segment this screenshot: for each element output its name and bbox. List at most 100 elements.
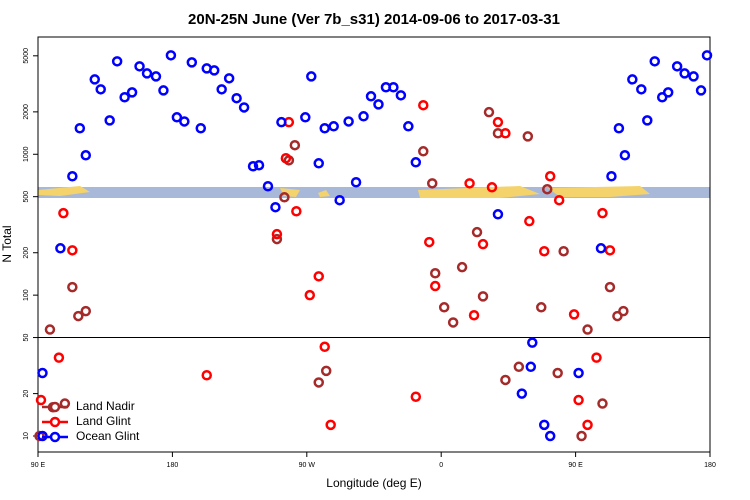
point bbox=[350, 176, 362, 188]
point bbox=[276, 116, 287, 128]
legend-marker bbox=[49, 401, 61, 413]
y-axis-label: N Total bbox=[0, 225, 14, 262]
point bbox=[395, 90, 407, 101]
point bbox=[671, 61, 683, 72]
point bbox=[171, 112, 183, 123]
point bbox=[679, 68, 690, 79]
plot-frame bbox=[37, 36, 711, 453]
point bbox=[158, 85, 169, 96]
land bbox=[548, 186, 650, 197]
point bbox=[636, 84, 647, 95]
point bbox=[73, 310, 84, 322]
point bbox=[544, 430, 556, 442]
point bbox=[642, 115, 653, 126]
land bbox=[318, 190, 330, 197]
point bbox=[573, 394, 584, 406]
point bbox=[279, 192, 290, 203]
point bbox=[53, 352, 65, 363]
point bbox=[527, 337, 538, 348]
point bbox=[429, 268, 441, 279]
point bbox=[313, 158, 324, 169]
point bbox=[597, 207, 608, 219]
y-tick-label: 200 bbox=[23, 247, 30, 259]
point bbox=[80, 150, 92, 161]
point bbox=[319, 341, 330, 353]
point bbox=[524, 215, 535, 227]
point bbox=[300, 112, 311, 123]
legend-marker bbox=[49, 431, 61, 443]
point bbox=[104, 115, 115, 126]
legend-marker bbox=[49, 416, 61, 428]
y-tick-label: 10 bbox=[23, 432, 30, 440]
point bbox=[271, 228, 283, 240]
y-tick-label: 1000 bbox=[23, 146, 30, 162]
point bbox=[544, 171, 556, 182]
point bbox=[418, 146, 429, 157]
y-tick-label: 2000 bbox=[23, 104, 30, 120]
point bbox=[536, 302, 547, 313]
point bbox=[613, 123, 625, 134]
point bbox=[513, 361, 525, 373]
point bbox=[313, 377, 324, 388]
point bbox=[477, 291, 489, 302]
point bbox=[262, 180, 274, 192]
land bbox=[280, 188, 300, 197]
point bbox=[74, 123, 86, 134]
point bbox=[231, 92, 242, 104]
point bbox=[558, 245, 569, 257]
legend-label: Land Nadir bbox=[76, 399, 135, 413]
point bbox=[67, 245, 78, 256]
point bbox=[468, 309, 480, 321]
y-tick-label: 20 bbox=[23, 390, 30, 398]
point bbox=[525, 361, 537, 373]
point bbox=[649, 56, 660, 67]
point bbox=[201, 369, 212, 381]
point bbox=[606, 171, 617, 182]
point bbox=[89, 74, 100, 85]
point bbox=[618, 305, 629, 317]
land bbox=[38, 186, 90, 196]
point bbox=[55, 243, 66, 254]
point bbox=[208, 65, 220, 76]
point bbox=[424, 236, 435, 248]
point bbox=[403, 121, 414, 132]
point bbox=[179, 116, 190, 127]
point bbox=[538, 245, 550, 257]
point bbox=[516, 388, 528, 399]
point bbox=[150, 71, 162, 82]
point bbox=[553, 194, 565, 206]
x-tick-label: 90 E bbox=[568, 462, 583, 469]
x-tick-label: 180 bbox=[704, 462, 716, 469]
point bbox=[500, 374, 511, 386]
point bbox=[688, 71, 699, 82]
point bbox=[313, 271, 324, 282]
point bbox=[582, 324, 593, 335]
point bbox=[291, 206, 302, 217]
point bbox=[95, 84, 106, 95]
point bbox=[701, 50, 713, 61]
x-tick-label: 180 bbox=[167, 462, 179, 469]
map-strip bbox=[38, 186, 710, 198]
point bbox=[289, 139, 301, 151]
point bbox=[552, 367, 563, 379]
y-tick-label: 5000 bbox=[23, 48, 30, 64]
point bbox=[500, 128, 511, 139]
point bbox=[538, 419, 550, 431]
point bbox=[604, 245, 616, 256]
point bbox=[325, 419, 336, 431]
point bbox=[492, 209, 504, 220]
legend-label: Land Glint bbox=[76, 414, 131, 428]
point bbox=[253, 159, 265, 171]
ocean-strip bbox=[38, 187, 710, 198]
point bbox=[464, 178, 475, 189]
point bbox=[604, 281, 616, 293]
point bbox=[328, 121, 339, 132]
x-tick-label: 90 E bbox=[31, 462, 46, 469]
point bbox=[410, 157, 422, 168]
point bbox=[388, 82, 399, 93]
point bbox=[186, 57, 198, 68]
point bbox=[591, 352, 602, 363]
land bbox=[418, 186, 540, 198]
point bbox=[141, 68, 153, 79]
